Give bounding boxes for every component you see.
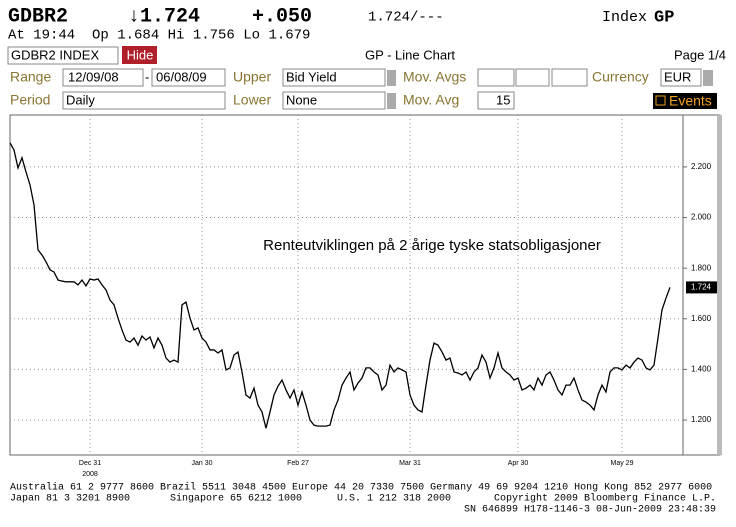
range-label: Range xyxy=(10,69,51,85)
footer-contact: Singapore 65 6212 1000 xyxy=(170,493,302,505)
chart-function-title: GP - Line Chart xyxy=(365,47,455,62)
y-tick-label: 1.200 xyxy=(691,415,712,424)
mov-avg-box[interactable] xyxy=(477,91,515,110)
line xyxy=(9,142,671,429)
bid-ask: 1.724/--- xyxy=(368,10,444,26)
x-tick-label: Dec 31 xyxy=(79,460,101,467)
mov-avg-box[interactable] xyxy=(515,68,550,87)
range-sep: - xyxy=(145,69,149,84)
upper-box[interactable] xyxy=(282,68,386,87)
range-start-box[interactable] xyxy=(62,68,144,87)
index-label: Index xyxy=(602,9,647,26)
mov-avg-label: Mov. Avg xyxy=(403,92,459,108)
period-label: Period xyxy=(10,92,50,108)
x-tick-label: Apr 30 xyxy=(508,460,529,467)
y-tick-label: 1.600 xyxy=(691,314,712,323)
lower: None xyxy=(286,92,317,107)
security-box[interactable] xyxy=(7,46,119,65)
period: Daily xyxy=(66,92,95,107)
lower-box[interactable] xyxy=(282,91,386,110)
hide-button[interactable] xyxy=(122,46,157,64)
period-box[interactable] xyxy=(62,91,226,110)
footer-contacts: Australia 61 2 9777 8600 Brazil 5511 304… xyxy=(10,482,712,494)
footer-contact: Japan 81 3 3201 8900 xyxy=(10,494,130,505)
y-tick-label: 1.800 xyxy=(691,263,712,272)
ticker: GDBR2 xyxy=(8,5,68,28)
last-price: ↓1.724 xyxy=(128,5,200,28)
events-label: Events xyxy=(669,93,712,109)
upper: Bid Yield xyxy=(286,69,337,84)
x-year-label: 2008 xyxy=(82,471,98,478)
events-checkbox[interactable] xyxy=(655,95,666,106)
last-value-box xyxy=(686,281,717,294)
currency-label: Currency xyxy=(592,69,649,85)
mov-avg-box[interactable] xyxy=(551,68,588,87)
x-tick-label: Feb 27 xyxy=(287,460,309,467)
range-end: 06/08/09 xyxy=(156,69,207,84)
upper-label: Upper xyxy=(233,69,271,85)
last-value-label: 1.724 xyxy=(691,283,712,292)
footer-contact: U.S. 1 212 318 2000 xyxy=(337,494,451,505)
annotation: Renteutviklingen på 2 årige tyske statso… xyxy=(263,237,601,254)
function: GP xyxy=(654,8,674,27)
events-button[interactable] xyxy=(653,93,717,109)
hide-label: Hide xyxy=(127,47,154,62)
page-indicator: Page 1/4 xyxy=(674,47,726,62)
mov-avgs-label: Mov. Avgs xyxy=(403,69,466,85)
x-tick-label: May 29 xyxy=(611,460,634,467)
price-change: +.050 xyxy=(252,5,312,28)
chart-frame xyxy=(9,114,721,456)
scrollbar[interactable] xyxy=(717,115,722,455)
currency: EUR xyxy=(664,69,691,84)
dropdown[interactable] xyxy=(387,93,396,109)
x-tick-label: Mar 31 xyxy=(399,460,421,467)
mov-avg-box[interactable] xyxy=(477,68,515,87)
range-start: 12/09/08 xyxy=(68,69,119,84)
y-tick-label: 1.400 xyxy=(691,365,712,374)
x-tick-label: Jan 30 xyxy=(191,460,212,467)
copyright: Copyright 2009 Bloomberg Finance L.P. xyxy=(494,493,716,505)
currency-box[interactable] xyxy=(660,68,702,87)
stats: At 19:44 Op 1.684 Hi 1.756 Lo 1.679 xyxy=(8,28,310,44)
security: GDBR2 INDEX xyxy=(11,47,99,62)
dropdown[interactable] xyxy=(703,70,713,86)
range-end-box[interactable] xyxy=(151,68,226,87)
mov-avg: 15 xyxy=(496,92,510,107)
lower-label: Lower xyxy=(233,92,271,108)
y-tick-label: 2.000 xyxy=(691,213,712,222)
y-tick-label: 2.200 xyxy=(691,162,712,171)
serial: SN 646899 H178-1146-3 08-Jun-2009 23:48:… xyxy=(464,505,716,516)
dropdown[interactable] xyxy=(387,70,396,86)
